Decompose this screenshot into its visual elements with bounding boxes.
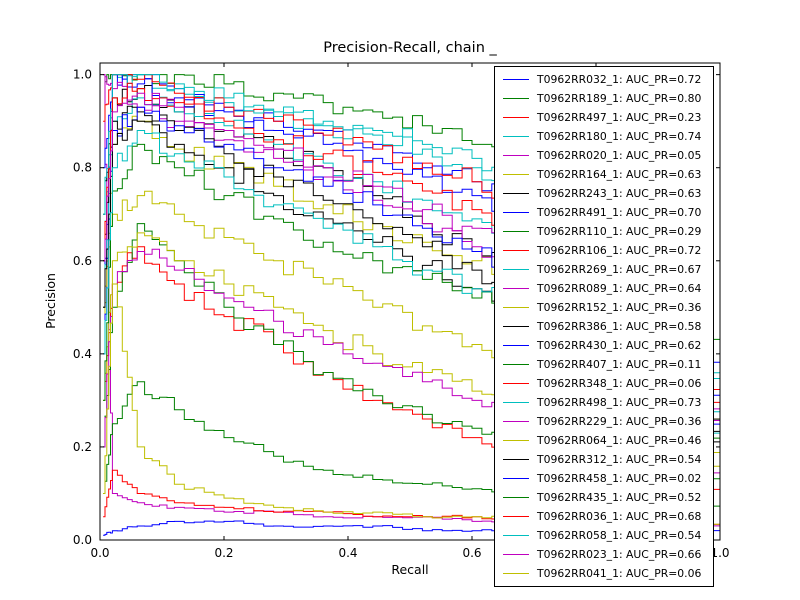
legend-entry-label: T0962RR020_1: AUC_PR=0.05: [537, 149, 702, 162]
legend-entry: T0962RR152_1: AUC_PR=0.36: [495, 298, 713, 317]
legend-line-sample: [503, 117, 529, 118]
legend-entry-label: T0962RR106_1: AUC_PR=0.72: [537, 244, 702, 257]
legend-line-sample: [503, 307, 529, 308]
legend-entry-label: T0962RR407_1: AUC_PR=0.11: [537, 358, 702, 371]
y-tick-label: 0.4: [73, 347, 92, 361]
legend-line-sample: [503, 326, 529, 327]
legend-entry: T0962RR386_1: AUC_PR=0.58: [495, 317, 713, 336]
legend-entry-label: T0962RR023_1: AUC_PR=0.66: [537, 548, 702, 561]
legend-entry: T0962RR164_1: AUC_PR=0.63: [495, 165, 713, 184]
legend-entry-label: T0962RR110_1: AUC_PR=0.29: [537, 225, 702, 238]
x-tick-label: 0.4: [338, 546, 357, 560]
legend-entry-label: T0962RR180_1: AUC_PR=0.74: [537, 130, 702, 143]
legend-entry-label: T0962RR458_1: AUC_PR=0.02: [537, 472, 702, 485]
legend-entry: T0962RR348_1: AUC_PR=0.06: [495, 374, 713, 393]
legend-line-sample: [503, 136, 529, 137]
y-tick-label: 1.0: [73, 68, 92, 82]
legend-entry: T0962RR189_1: AUC_PR=0.80: [495, 89, 713, 108]
legend-line-sample: [503, 250, 529, 251]
legend-line-sample: [503, 383, 529, 384]
legend-entry-label: T0962RR269_1: AUC_PR=0.67: [537, 263, 702, 276]
legend-entry-label: T0962RR058_1: AUC_PR=0.54: [537, 529, 702, 542]
legend-entry: T0962RR430_1: AUC_PR=0.62: [495, 336, 713, 355]
legend-entry-label: T0962RR064_1: AUC_PR=0.46: [537, 434, 702, 447]
legend-entry: T0962RR110_1: AUC_PR=0.29: [495, 222, 713, 241]
legend-entry-label: T0962RR229_1: AUC_PR=0.36: [537, 415, 702, 428]
legend-line-sample: [503, 497, 529, 498]
axes-frame: [99, 62, 721, 541]
legend-entry-label: T0962RR491_1: AUC_PR=0.70: [537, 206, 702, 219]
legend-entry-label: T0962RR498_1: AUC_PR=0.73: [537, 396, 702, 409]
legend-line-sample: [503, 231, 529, 232]
legend-line-sample: [503, 459, 529, 460]
legend-entry-label: T0962RR386_1: AUC_PR=0.58: [537, 320, 702, 333]
legend-entry: T0962RR032_1: AUC_PR=0.72: [495, 70, 713, 89]
legend-line-sample: [503, 440, 529, 441]
legend-line-sample: [503, 174, 529, 175]
legend-entry-label: T0962RR089_1: AUC_PR=0.64: [537, 282, 702, 295]
legend-entry: T0962RR269_1: AUC_PR=0.67: [495, 260, 713, 279]
legend-line-sample: [503, 345, 529, 346]
legend-entry: T0962RR458_1: AUC_PR=0.02: [495, 469, 713, 488]
legend-line-sample: [503, 554, 529, 555]
legend-entry-label: T0962RR041_1: AUC_PR=0.06: [537, 567, 702, 580]
legend-line-sample: [503, 478, 529, 479]
legend-entry-label: T0962RR189_1: AUC_PR=0.80: [537, 92, 702, 105]
legend-entry: T0962RR229_1: AUC_PR=0.36: [495, 412, 713, 431]
legend-line-sample: [503, 269, 529, 270]
legend-line-sample: [503, 573, 529, 574]
x-tick-label: 0.0: [90, 546, 109, 560]
legend-entry: T0962RR498_1: AUC_PR=0.73: [495, 393, 713, 412]
legend-entry-label: T0962RR312_1: AUC_PR=0.54: [537, 453, 702, 466]
legend-entry: T0962RR435_1: AUC_PR=0.52: [495, 488, 713, 507]
x-tick-label: 1.0: [710, 546, 729, 560]
x-tick-label: 0.2: [214, 546, 233, 560]
legend-line-sample: [503, 79, 529, 80]
legend-entry: T0962RR497_1: AUC_PR=0.23: [495, 108, 713, 127]
legend-entry-label: T0962RR497_1: AUC_PR=0.23: [537, 111, 702, 124]
legend-entry: T0962RR243_1: AUC_PR=0.63: [495, 184, 713, 203]
legend-entry: T0962RR064_1: AUC_PR=0.46: [495, 431, 713, 450]
legend-line-sample: [503, 516, 529, 517]
legend-entry: T0962RR312_1: AUC_PR=0.54: [495, 450, 713, 469]
y-axis-label: Precision: [43, 273, 58, 329]
x-axis-label: Recall: [391, 562, 428, 577]
legend-entry-label: T0962RR348_1: AUC_PR=0.06: [537, 377, 702, 390]
legend: T0962RR032_1: AUC_PR=0.72 T0962RR189_1: A…: [494, 66, 714, 587]
legend-entry-label: T0962RR430_1: AUC_PR=0.62: [537, 339, 702, 352]
y-tick-label: 0.8: [73, 161, 92, 175]
legend-entry: T0962RR491_1: AUC_PR=0.70: [495, 203, 713, 222]
legend-entry-label: T0962RR435_1: AUC_PR=0.52: [537, 491, 702, 504]
axes-group: 0.00.20.40.60.81.00.00.20.40.60.81.0: [73, 62, 730, 560]
legend-entry-label: T0962RR036_1: AUC_PR=0.68: [537, 510, 702, 523]
legend-line-sample: [503, 98, 529, 99]
legend-line-sample: [503, 212, 529, 213]
legend-entry-label: T0962RR164_1: AUC_PR=0.63: [537, 168, 702, 181]
y-tick-label: 0.2: [73, 440, 92, 454]
legend-entry-label: T0962RR152_1: AUC_PR=0.36: [537, 301, 702, 314]
legend-entry: T0962RR407_1: AUC_PR=0.11: [495, 355, 713, 374]
legend-entry: T0962RR058_1: AUC_PR=0.54: [495, 526, 713, 545]
legend-line-sample: [503, 402, 529, 403]
chart-title: Precision-Recall, chain _: [323, 40, 497, 56]
legend-entry: T0962RR036_1: AUC_PR=0.68: [495, 507, 713, 526]
legend-entry: T0962RR089_1: AUC_PR=0.64: [495, 279, 713, 298]
y-tick-label: 0.0: [73, 533, 92, 547]
legend-entry: T0962RR020_1: AUC_PR=0.05: [495, 146, 713, 165]
legend-entry: T0962RR180_1: AUC_PR=0.74: [495, 127, 713, 146]
legend-entry-label: T0962RR243_1: AUC_PR=0.63: [537, 187, 702, 200]
legend-line-sample: [503, 288, 529, 289]
legend-entry: T0962RR106_1: AUC_PR=0.72: [495, 241, 713, 260]
y-tick-label: 0.6: [73, 254, 92, 268]
legend-line-sample: [503, 155, 529, 156]
x-tick-label: 0.6: [462, 546, 481, 560]
legend-line-sample: [503, 364, 529, 365]
legend-line-sample: [503, 535, 529, 536]
legend-line-sample: [503, 421, 529, 422]
legend-entry: T0962RR041_1: AUC_PR=0.06: [495, 564, 713, 583]
legend-entry: T0962RR023_1: AUC_PR=0.66: [495, 545, 713, 564]
legend-line-sample: [503, 193, 529, 194]
legend-entry-label: T0962RR032_1: AUC_PR=0.72: [537, 73, 702, 86]
